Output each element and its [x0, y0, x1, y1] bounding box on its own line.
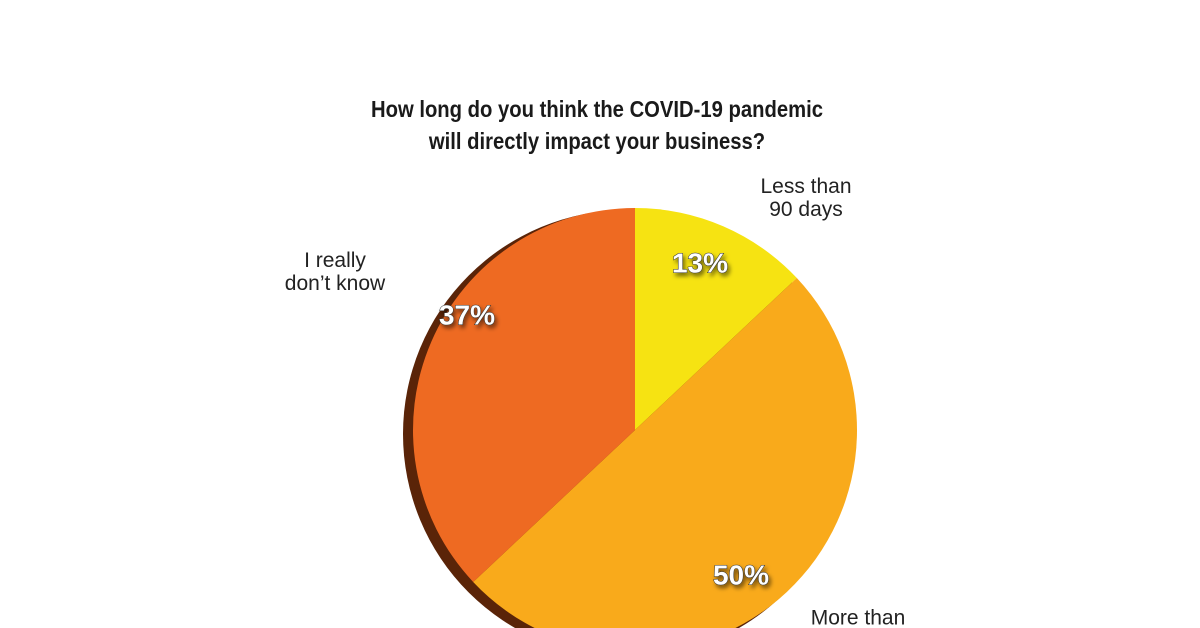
category-label: Less than 90 days: [760, 175, 852, 221]
value-label: 13%: [672, 247, 728, 278]
pie-slice: [635, 208, 797, 430]
category-label: More than: [810, 606, 906, 628]
value-label: 37%: [439, 299, 495, 330]
value-label: 50%: [713, 559, 769, 590]
category-label: I really don’t know: [284, 249, 386, 295]
pie-slice: [412, 208, 635, 582]
chart-title: How long do you think the COVID-19 pande…: [370, 96, 824, 154]
pie-slice: [473, 278, 857, 628]
